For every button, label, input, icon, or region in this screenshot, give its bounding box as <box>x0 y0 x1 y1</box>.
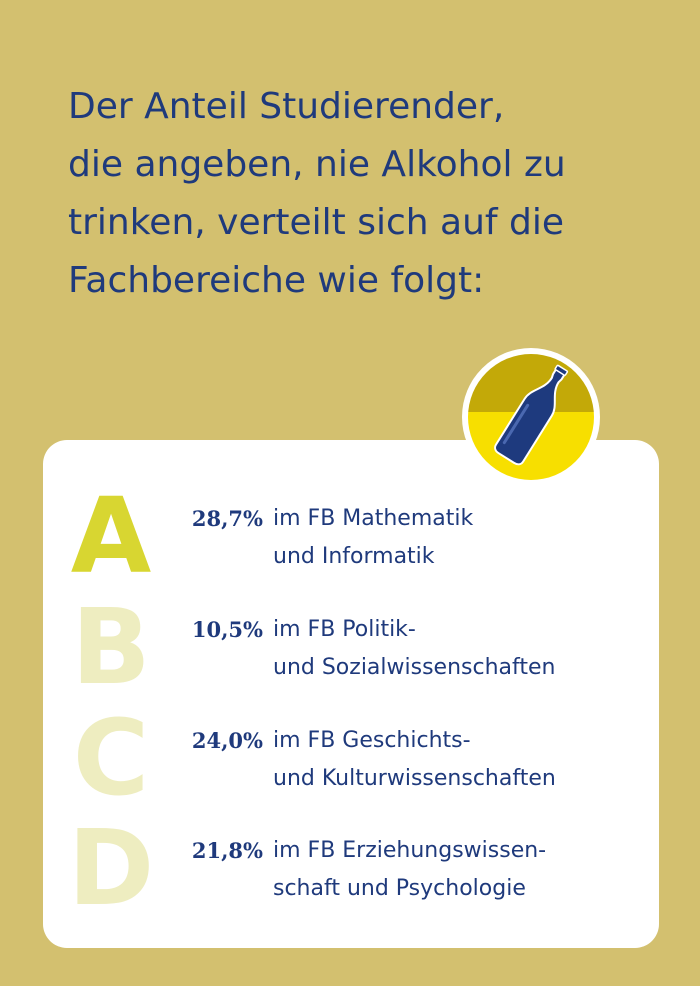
item-description: im FB Erziehungswissen- schaft und Psych… <box>273 832 653 908</box>
description-line: im FB Mathematik <box>273 506 474 531</box>
headline: Der Anteil Studierender, die angeben, ni… <box>68 78 668 310</box>
item-description: im FB Mathematik und Informatik <box>273 500 653 576</box>
headline-line: trinken, verteilt sich auf die <box>68 202 565 243</box>
description-line: und Kulturwissenschaften <box>273 766 556 791</box>
letter-c: C <box>72 697 150 819</box>
percent-value: 21,8% <box>191 838 263 863</box>
letter-d: D <box>67 807 155 929</box>
item-row-a: A 28,7% im FB Mathematik und Informatik <box>43 484 659 592</box>
info-card: A 28,7% im FB Mathematik und Informatik … <box>43 440 659 948</box>
badge-circle <box>468 354 594 480</box>
item-row-b: B 10,5% im FB Politik- und Sozialwissens… <box>43 595 659 703</box>
headline-line: Der Anteil Studierender, <box>68 86 505 127</box>
description-line: im FB Erziehungswissen- <box>273 838 547 863</box>
percent-value: 24,0% <box>191 728 263 753</box>
item-row-d: D 21,8% im FB Erziehungswissen- schaft u… <box>43 816 659 924</box>
bottle-icon <box>494 364 569 466</box>
headline-line: Fachbereiche wie folgt: <box>68 260 485 301</box>
item-row-c: C 24,0% im FB Geschichts- und Kulturwiss… <box>43 706 659 814</box>
description-line: schaft und Psychologie <box>273 876 526 901</box>
description-line: und Informatik <box>273 544 435 569</box>
letter-a: A <box>70 475 152 597</box>
description-line: im FB Politik- <box>273 617 416 642</box>
description-line: im FB Geschichts- <box>273 728 471 753</box>
percent-value: 10,5% <box>191 617 263 642</box>
headline-line: die angeben, nie Alkohol zu <box>68 144 566 185</box>
item-description: im FB Geschichts- und Kulturwissenschaft… <box>273 722 653 798</box>
percent-value: 28,7% <box>191 506 263 531</box>
letter-b: B <box>71 586 151 708</box>
description-line: und Sozialwissenschaften <box>273 655 556 680</box>
item-description: im FB Politik- und Sozialwissenschaften <box>273 611 653 687</box>
bottle-badge <box>462 348 600 486</box>
